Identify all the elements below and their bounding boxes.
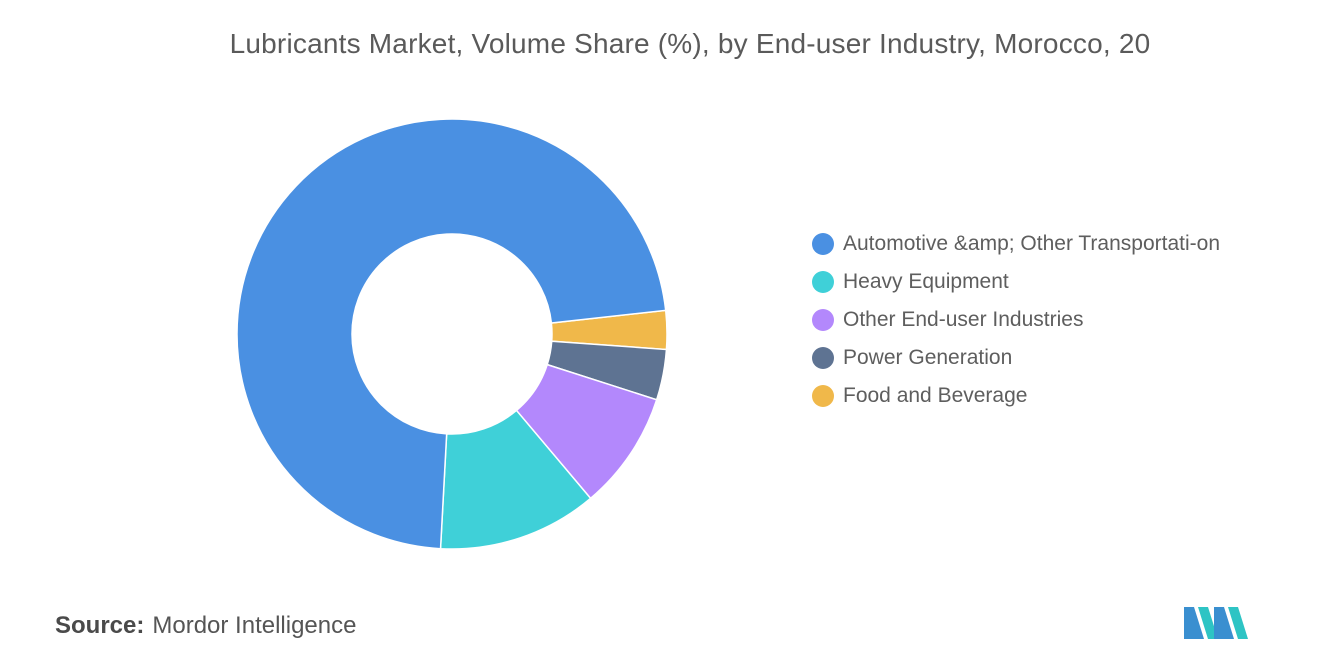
legend-label: Automotive &amp; Other Transportati-on — [843, 232, 1221, 255]
legend-item-automotive[interactable]: Automotive &amp; Other Transportati-on — [812, 230, 1252, 258]
legend-item-heavy-equipment[interactable]: Heavy Equipment — [812, 268, 1252, 296]
source-note: Source: Mordor Intelligence — [55, 612, 356, 640]
legend-swatch — [812, 385, 834, 407]
legend-swatch — [812, 309, 834, 331]
legend-swatch — [812, 347, 834, 369]
source-label: Source: — [55, 612, 145, 639]
source-text: Mordor Intelligence — [152, 612, 357, 639]
legend-label: Heavy Equipment — [843, 270, 1009, 293]
legend-item-food-beverage[interactable]: Food and Beverage — [812, 382, 1252, 410]
mordor-intelligence-logo-icon — [1184, 607, 1248, 639]
chart-legend: Automotive &amp; Other Transportati-on H… — [812, 230, 1252, 420]
legend-swatch — [812, 233, 834, 255]
legend-item-power-generation[interactable]: Power Generation — [812, 344, 1252, 372]
donut-slice-automotive[interactable] — [236, 118, 667, 550]
legend-label: Other End-user Industries — [843, 308, 1084, 331]
chart-title: Lubricants Market, Volume Share (%), by … — [229, 28, 1151, 59]
legend-label: Power Generation — [843, 346, 1013, 369]
legend-label: Food and Beverage — [843, 384, 1028, 407]
legend-item-other-end-user[interactable]: Other End-user Industries — [812, 306, 1252, 334]
legend-swatch — [812, 271, 834, 293]
